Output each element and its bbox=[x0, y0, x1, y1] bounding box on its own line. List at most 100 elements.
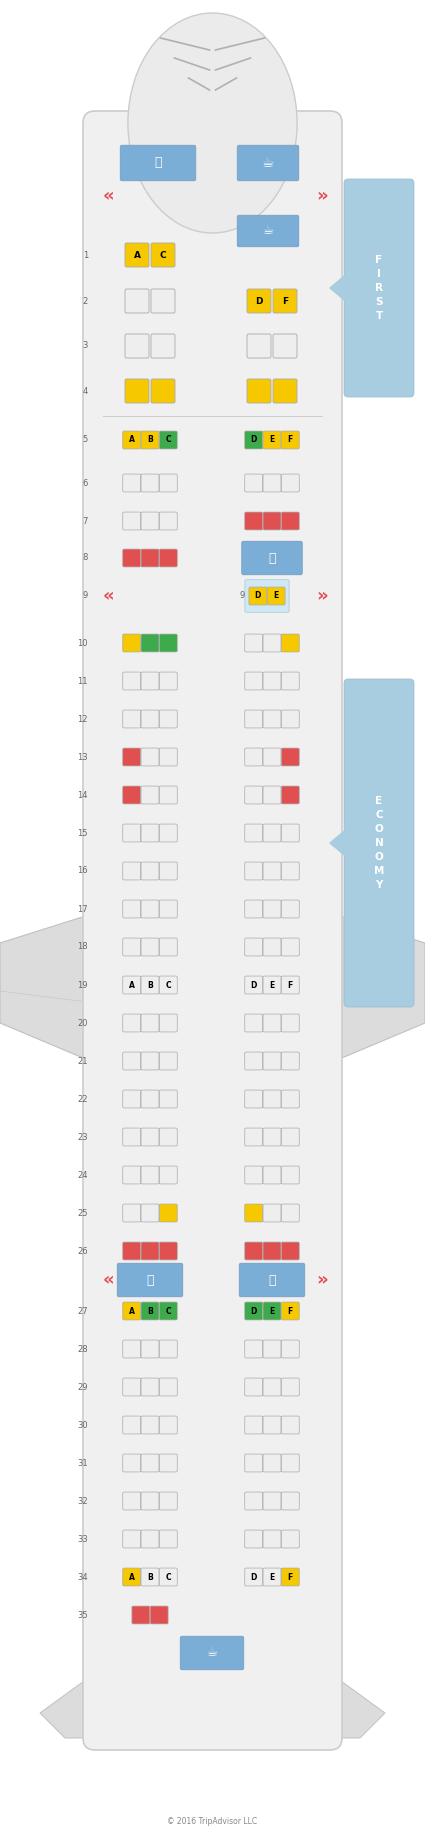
FancyBboxPatch shape bbox=[273, 334, 297, 358]
FancyBboxPatch shape bbox=[263, 1301, 281, 1320]
Text: 24: 24 bbox=[77, 1170, 88, 1180]
FancyBboxPatch shape bbox=[159, 1301, 177, 1320]
FancyBboxPatch shape bbox=[125, 243, 149, 267]
FancyBboxPatch shape bbox=[281, 431, 299, 450]
FancyBboxPatch shape bbox=[159, 1014, 177, 1032]
FancyBboxPatch shape bbox=[245, 1493, 263, 1509]
Polygon shape bbox=[330, 273, 348, 302]
FancyBboxPatch shape bbox=[263, 1454, 281, 1473]
Text: «: « bbox=[102, 1272, 114, 1288]
FancyBboxPatch shape bbox=[83, 111, 342, 1751]
Text: 22: 22 bbox=[77, 1095, 88, 1104]
Text: ☕: ☕ bbox=[207, 1646, 218, 1659]
FancyBboxPatch shape bbox=[281, 787, 299, 804]
FancyBboxPatch shape bbox=[141, 1454, 159, 1473]
FancyBboxPatch shape bbox=[159, 1568, 177, 1587]
FancyBboxPatch shape bbox=[281, 1379, 299, 1395]
FancyBboxPatch shape bbox=[237, 146, 299, 181]
FancyBboxPatch shape bbox=[159, 1128, 177, 1146]
FancyBboxPatch shape bbox=[245, 787, 263, 804]
Text: 🚻: 🚻 bbox=[268, 1274, 276, 1286]
Text: 14: 14 bbox=[77, 791, 88, 800]
FancyBboxPatch shape bbox=[263, 938, 281, 957]
Text: «: « bbox=[102, 588, 114, 605]
FancyBboxPatch shape bbox=[281, 1089, 299, 1108]
FancyBboxPatch shape bbox=[123, 1379, 141, 1395]
FancyBboxPatch shape bbox=[281, 1415, 299, 1434]
FancyBboxPatch shape bbox=[247, 289, 271, 313]
FancyBboxPatch shape bbox=[141, 787, 159, 804]
FancyBboxPatch shape bbox=[245, 938, 263, 957]
FancyBboxPatch shape bbox=[247, 334, 271, 358]
Text: F: F bbox=[288, 1572, 293, 1581]
FancyBboxPatch shape bbox=[123, 1128, 141, 1146]
Text: 33: 33 bbox=[77, 1535, 88, 1543]
FancyBboxPatch shape bbox=[263, 1415, 281, 1434]
FancyBboxPatch shape bbox=[263, 1379, 281, 1395]
FancyBboxPatch shape bbox=[263, 1052, 281, 1071]
FancyBboxPatch shape bbox=[263, 1568, 281, 1587]
FancyBboxPatch shape bbox=[123, 899, 141, 918]
FancyBboxPatch shape bbox=[151, 243, 175, 267]
FancyBboxPatch shape bbox=[120, 146, 196, 181]
FancyBboxPatch shape bbox=[123, 1167, 141, 1183]
FancyBboxPatch shape bbox=[123, 1340, 141, 1358]
FancyBboxPatch shape bbox=[281, 863, 299, 879]
Text: D: D bbox=[250, 435, 257, 444]
Text: A: A bbox=[129, 1307, 135, 1316]
Text: A: A bbox=[129, 1572, 135, 1581]
FancyBboxPatch shape bbox=[123, 1301, 141, 1320]
FancyBboxPatch shape bbox=[281, 512, 299, 531]
Text: C: C bbox=[160, 251, 166, 260]
Text: 🚻: 🚻 bbox=[146, 1274, 154, 1286]
Text: «: « bbox=[102, 186, 114, 205]
Text: 30: 30 bbox=[77, 1421, 88, 1430]
Text: 9: 9 bbox=[83, 592, 88, 601]
Text: C: C bbox=[165, 980, 171, 990]
FancyBboxPatch shape bbox=[281, 938, 299, 957]
FancyBboxPatch shape bbox=[159, 1203, 177, 1222]
FancyBboxPatch shape bbox=[141, 1052, 159, 1071]
FancyBboxPatch shape bbox=[123, 787, 141, 804]
FancyBboxPatch shape bbox=[141, 1493, 159, 1509]
FancyBboxPatch shape bbox=[263, 1530, 281, 1548]
FancyBboxPatch shape bbox=[123, 1568, 141, 1587]
FancyBboxPatch shape bbox=[159, 1379, 177, 1395]
Text: E: E bbox=[269, 435, 275, 444]
FancyBboxPatch shape bbox=[245, 748, 263, 767]
Text: B: B bbox=[147, 435, 153, 444]
Text: 4: 4 bbox=[83, 387, 88, 396]
FancyBboxPatch shape bbox=[141, 1415, 159, 1434]
FancyBboxPatch shape bbox=[245, 1128, 263, 1146]
FancyBboxPatch shape bbox=[159, 431, 177, 450]
FancyBboxPatch shape bbox=[151, 289, 175, 313]
Text: 17: 17 bbox=[77, 905, 88, 914]
FancyBboxPatch shape bbox=[249, 588, 267, 605]
Text: ☕: ☕ bbox=[262, 157, 274, 170]
Text: C: C bbox=[165, 1307, 171, 1316]
Text: D: D bbox=[250, 1572, 257, 1581]
FancyBboxPatch shape bbox=[263, 824, 281, 842]
FancyBboxPatch shape bbox=[141, 1379, 159, 1395]
FancyBboxPatch shape bbox=[159, 474, 177, 492]
FancyBboxPatch shape bbox=[159, 1493, 177, 1509]
Text: 13: 13 bbox=[77, 752, 88, 761]
FancyBboxPatch shape bbox=[123, 474, 141, 492]
Text: 6: 6 bbox=[82, 479, 88, 488]
Text: 35: 35 bbox=[77, 1611, 88, 1620]
Text: ☕: ☕ bbox=[262, 225, 274, 238]
FancyBboxPatch shape bbox=[159, 1340, 177, 1358]
FancyBboxPatch shape bbox=[141, 1568, 159, 1587]
FancyBboxPatch shape bbox=[123, 549, 141, 568]
FancyBboxPatch shape bbox=[159, 748, 177, 767]
Text: D: D bbox=[255, 592, 261, 601]
FancyBboxPatch shape bbox=[123, 1089, 141, 1108]
FancyBboxPatch shape bbox=[159, 1530, 177, 1548]
FancyBboxPatch shape bbox=[141, 824, 159, 842]
FancyBboxPatch shape bbox=[247, 380, 271, 404]
FancyBboxPatch shape bbox=[159, 549, 177, 568]
Text: D: D bbox=[250, 1307, 257, 1316]
FancyBboxPatch shape bbox=[159, 863, 177, 879]
FancyBboxPatch shape bbox=[281, 1128, 299, 1146]
FancyBboxPatch shape bbox=[117, 1262, 183, 1297]
